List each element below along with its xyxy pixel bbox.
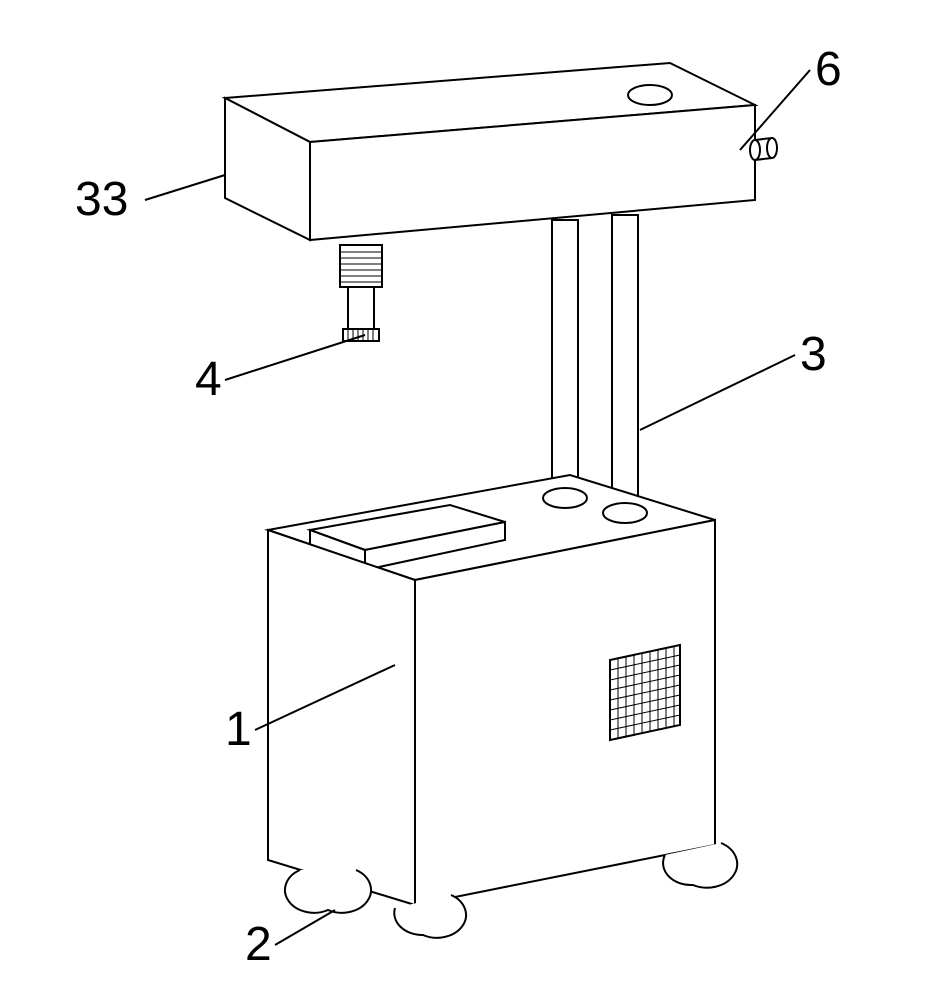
label-1: 1 [225, 703, 252, 756]
technical-diagram: 33 6 3 4 1 2 [0, 0, 942, 1000]
mesh-panel [610, 645, 680, 740]
label-6: 6 [815, 43, 842, 96]
stub-cylinder [750, 138, 777, 160]
base-box [268, 475, 715, 905]
top-box [225, 63, 777, 240]
support-columns [552, 215, 638, 505]
label-33: 33 [75, 173, 128, 226]
hanging-component [340, 245, 382, 341]
label-3: 3 [800, 328, 827, 381]
label-4: 4 [195, 353, 222, 406]
label-2: 2 [245, 918, 272, 971]
